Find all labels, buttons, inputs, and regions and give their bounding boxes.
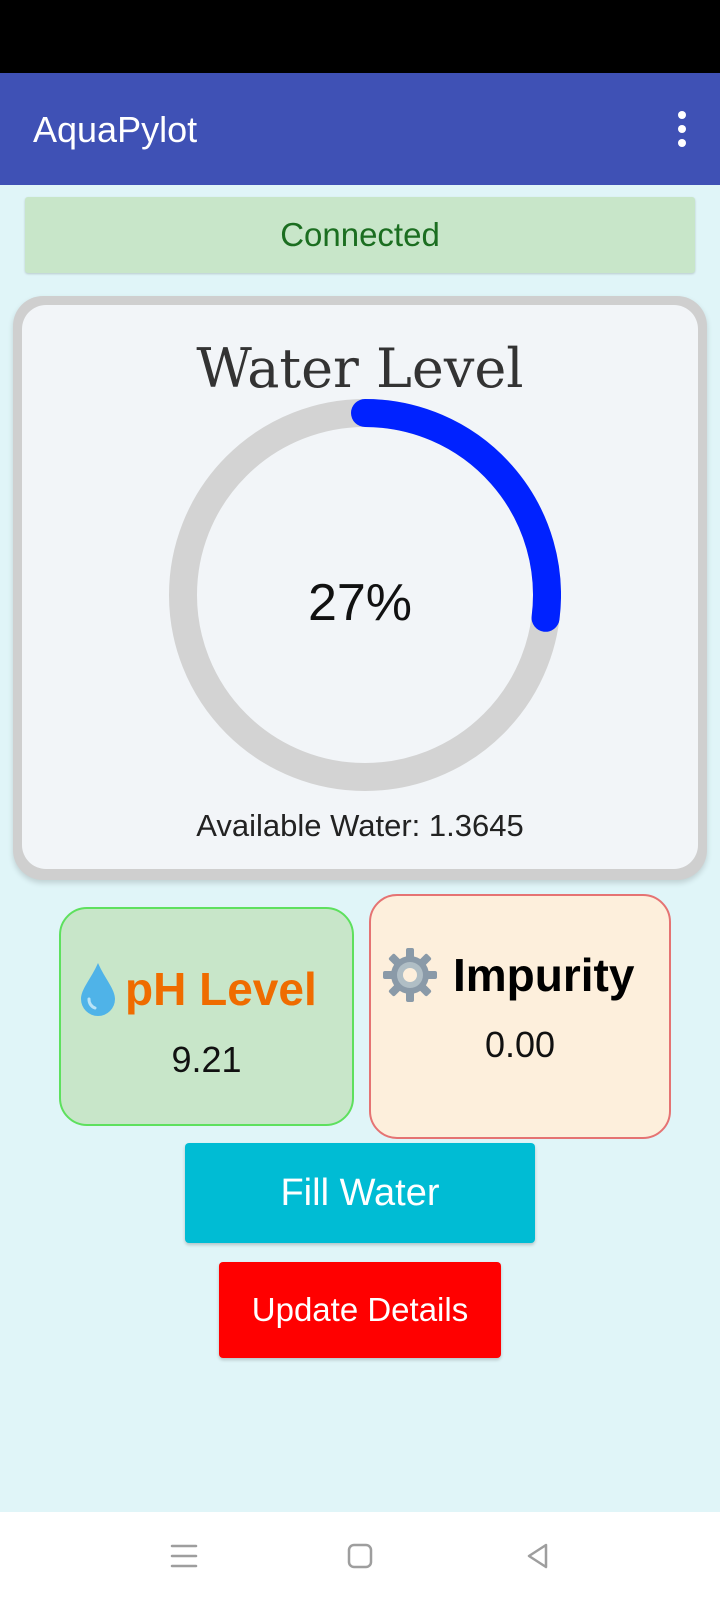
update-details-button[interactable]: Update Details	[219, 1262, 501, 1358]
impurity-value: 0.00	[484, 1024, 556, 1065]
droplet-icon	[81, 963, 115, 1016]
impurity-label: Impurity	[453, 949, 635, 1001]
app-bar: AquaPylot	[0, 73, 720, 185]
water-level-percent: 27%	[307, 574, 413, 632]
system-nav-bar	[0, 1512, 720, 1600]
water-level-title: Water Level	[196, 337, 524, 400]
ph-level-card: pH Level 9.21	[59, 907, 354, 1126]
app-title: AquaPylot	[33, 109, 198, 150]
gear-icon	[383, 948, 437, 1002]
menu-icon[interactable]	[162, 1534, 206, 1578]
status-bar	[0, 0, 720, 73]
water-level-card: Water Level 27% Available Water: 1.3645	[13, 296, 707, 880]
available-water-text: Available Water: 1.3645	[196, 808, 524, 843]
home-icon[interactable]	[338, 1534, 382, 1578]
water-level-gauge	[169, 399, 561, 791]
impurity-card: Impurity 0.00	[369, 894, 671, 1139]
connection-status-banner: Connected	[25, 197, 695, 273]
back-icon[interactable]	[516, 1534, 560, 1578]
gauge-progress-arc	[351, 399, 561, 632]
ph-level-value: 9.21	[171, 1039, 242, 1080]
fill-water-button[interactable]: Fill Water	[185, 1143, 535, 1243]
overflow-menu-icon[interactable]	[666, 107, 698, 151]
ph-level-label: pH Level	[125, 963, 317, 1015]
